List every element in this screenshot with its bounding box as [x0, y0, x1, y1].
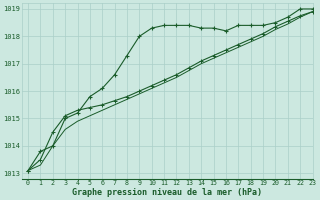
X-axis label: Graphe pression niveau de la mer (hPa): Graphe pression niveau de la mer (hPa): [72, 188, 262, 197]
